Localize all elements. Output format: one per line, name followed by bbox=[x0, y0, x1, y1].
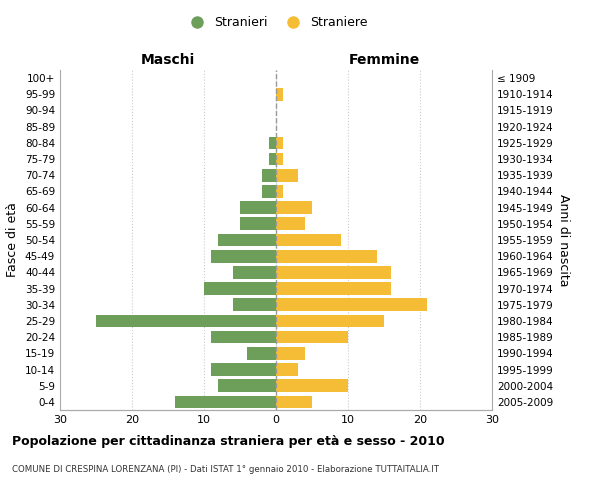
Bar bbox=[247, 347, 276, 360]
Text: Femmine: Femmine bbox=[349, 53, 419, 67]
Bar bbox=[276, 169, 298, 181]
Bar bbox=[218, 234, 276, 246]
Bar bbox=[233, 266, 276, 278]
Bar bbox=[276, 282, 391, 295]
Bar bbox=[276, 136, 283, 149]
Bar bbox=[276, 218, 305, 230]
Bar bbox=[276, 298, 427, 311]
Y-axis label: Fasce di età: Fasce di età bbox=[7, 202, 19, 278]
Text: Popolazione per cittadinanza straniera per età e sesso - 2010: Popolazione per cittadinanza straniera p… bbox=[12, 435, 445, 448]
Bar bbox=[96, 314, 276, 328]
Bar bbox=[211, 250, 276, 262]
Bar bbox=[211, 331, 276, 344]
Bar bbox=[276, 88, 283, 101]
Bar bbox=[276, 380, 348, 392]
Bar bbox=[269, 136, 276, 149]
Bar bbox=[276, 266, 391, 278]
Bar bbox=[262, 169, 276, 181]
Bar bbox=[276, 363, 298, 376]
Bar bbox=[204, 282, 276, 295]
Bar bbox=[276, 250, 377, 262]
Y-axis label: Anni di nascita: Anni di nascita bbox=[557, 194, 570, 286]
Bar bbox=[240, 218, 276, 230]
Bar bbox=[276, 234, 341, 246]
Bar bbox=[276, 347, 305, 360]
Text: Maschi: Maschi bbox=[141, 53, 195, 67]
Bar bbox=[276, 202, 312, 214]
Legend: Stranieri, Straniere: Stranieri, Straniere bbox=[179, 11, 373, 34]
Bar bbox=[218, 380, 276, 392]
Bar bbox=[262, 185, 276, 198]
Bar bbox=[211, 363, 276, 376]
Bar bbox=[233, 298, 276, 311]
Bar bbox=[276, 396, 312, 408]
Bar bbox=[276, 331, 348, 344]
Bar bbox=[269, 152, 276, 166]
Bar bbox=[276, 152, 283, 166]
Bar bbox=[240, 202, 276, 214]
Text: COMUNE DI CRESPINA LORENZANA (PI) - Dati ISTAT 1° gennaio 2010 - Elaborazione TU: COMUNE DI CRESPINA LORENZANA (PI) - Dati… bbox=[12, 465, 439, 474]
Bar bbox=[175, 396, 276, 408]
Bar bbox=[276, 185, 283, 198]
Bar bbox=[276, 314, 384, 328]
